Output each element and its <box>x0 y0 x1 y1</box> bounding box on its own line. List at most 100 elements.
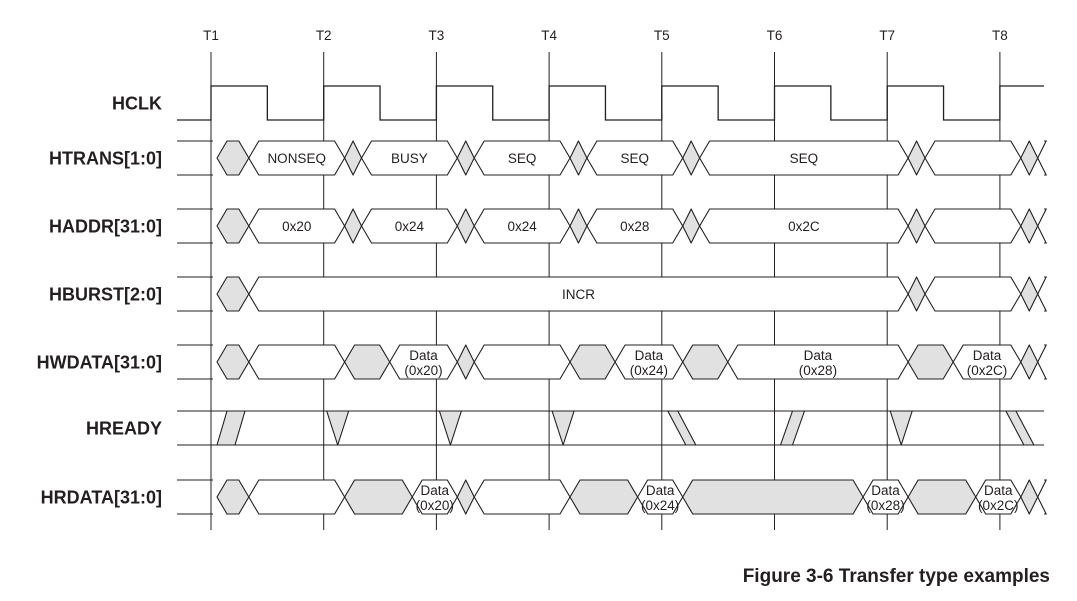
bus-value-label: SEQ <box>508 151 537 166</box>
ready-rails <box>177 410 1044 446</box>
bus-segment <box>248 479 346 515</box>
bus-value-label: INCR <box>562 287 595 302</box>
bus-segment <box>569 208 588 244</box>
ready-dip <box>889 410 913 446</box>
bus-value-label: (0x20) <box>404 363 442 378</box>
signal-labels: HCLK HTRANS[1:0] HADDR[31:0] HBURST[2:0] HWD… <box>37 94 162 508</box>
signal-label-htrans: HTRANS[1:0] <box>49 149 162 169</box>
bus-segment <box>216 344 250 380</box>
bus-segment <box>344 140 363 176</box>
waveform-hwdata: Data(0x20)Data(0x24)Data(0x28)Data(0x2C) <box>177 344 1048 380</box>
bus-value-label: (0x24) <box>630 363 668 378</box>
bus-segment <box>682 479 864 515</box>
waveform-htrans: NONSEQ BUSY SEQ SEQ SEQ <box>177 140 1048 176</box>
waveform-hready <box>177 410 1044 446</box>
bus-segment <box>1020 208 1039 244</box>
bus-value-label: Data <box>635 348 664 363</box>
waveform-hrdata: Data(0x20)Data(0x24)Data(0x28)Data(0x2C) <box>177 479 1048 515</box>
bus-segment <box>456 140 475 176</box>
signal-label-hburst: HBURST[2:0] <box>49 285 162 305</box>
bus-value-label: BUSY <box>391 151 428 166</box>
bus-segment <box>907 276 926 312</box>
bus-value-label: Data <box>646 483 675 498</box>
bus-right-tail <box>1037 208 1048 244</box>
ready-dip <box>438 410 462 446</box>
bus-segment <box>924 140 1022 176</box>
bus-segment <box>569 344 616 380</box>
bus-segment <box>924 276 1022 312</box>
bus-segment <box>216 276 250 312</box>
figure-caption: Figure 3-6 Transfer type examples <box>742 566 1050 587</box>
bus-segment <box>216 479 250 515</box>
bus-left-tail <box>177 276 213 312</box>
bus-segment <box>924 208 1022 244</box>
bus-value-label: Data <box>871 483 900 498</box>
bus-left-tail <box>177 140 213 176</box>
bus-value-label: (0x28) <box>799 363 837 378</box>
ready-dip <box>551 410 575 446</box>
clock-edge-label: T7 <box>879 28 895 43</box>
bus-right-tail <box>1037 479 1048 515</box>
bus-segment <box>682 208 701 244</box>
bus-value-label: Data <box>420 483 449 498</box>
bus-segment <box>569 479 639 515</box>
bus-segment <box>473 344 571 380</box>
signal-label-haddr: HADDR[31:0] <box>49 217 162 237</box>
bus-value-label: 0x24 <box>395 219 425 234</box>
ready-falling-ramp <box>1005 410 1035 446</box>
bus-value-label: (0x28) <box>866 498 904 513</box>
signal-label-hrdata: HRDATA[31:0] <box>41 488 162 508</box>
clock-edge-label: T4 <box>541 28 557 43</box>
bus-value-label: SEQ <box>790 151 819 166</box>
bus-segment <box>1020 479 1039 515</box>
bus-value-label: Data <box>984 483 1013 498</box>
bus-segment <box>473 479 571 515</box>
bus-segment <box>907 208 926 244</box>
waveform-hclk <box>177 85 1044 121</box>
clock-edge-label: T6 <box>767 28 783 43</box>
bus-segment <box>456 344 475 380</box>
clock-trace <box>177 85 1044 121</box>
bus-segment <box>907 479 977 515</box>
clock-edge-label: T2 <box>316 28 332 43</box>
bus-segment <box>216 208 250 244</box>
bus-segment <box>456 479 475 515</box>
bus-value-label: 0x20 <box>282 219 311 234</box>
bus-left-tail <box>177 208 213 244</box>
bus-value-label: Data <box>409 348 438 363</box>
bus-segment <box>1020 140 1039 176</box>
bus-segment <box>569 140 588 176</box>
bus-segment <box>1020 276 1039 312</box>
bus-value-label: Data <box>804 348 833 363</box>
bus-segment <box>344 344 391 380</box>
clock-edge-label: T8 <box>992 28 1008 43</box>
ready-dip <box>326 410 350 446</box>
bus-segment <box>682 140 701 176</box>
bus-segment <box>682 344 729 380</box>
bus-segment <box>1020 344 1039 380</box>
signal-label-hready: HREADY <box>86 419 162 439</box>
bus-value-label: (0x2C) <box>967 363 1008 378</box>
bus-left-tail <box>177 344 213 380</box>
bus-segment <box>344 208 363 244</box>
ready-falling-ramp <box>667 410 697 446</box>
bus-value-label: Data <box>973 348 1002 363</box>
bus-right-tail <box>1037 276 1048 312</box>
waveform-haddr: 0x20 0x24 0x24 0x28 0x2C <box>177 208 1048 244</box>
bus-right-tail <box>1037 344 1048 380</box>
bus-segment <box>216 140 250 176</box>
bus-left-tail <box>177 479 213 515</box>
bus-value-label: (0x24) <box>641 498 679 513</box>
waveforms: NONSEQ BUSY SEQ SEQ SEQ 0x20 0x24 0x24 0x28 0x2C I… <box>177 85 1048 515</box>
bus-value-label: SEQ <box>621 151 650 166</box>
bus-value-label: (0x2C) <box>978 498 1019 513</box>
bus-right-tail <box>1037 140 1048 176</box>
bus-segment <box>907 140 926 176</box>
clock-edge-label: T3 <box>429 28 445 43</box>
clock-edge-label: T1 <box>203 28 219 43</box>
bus-value-label: NONSEQ <box>267 151 326 166</box>
bus-value-label: 0x28 <box>620 219 649 234</box>
bus-segment <box>248 344 346 380</box>
ready-rising-ramp <box>216 410 246 446</box>
